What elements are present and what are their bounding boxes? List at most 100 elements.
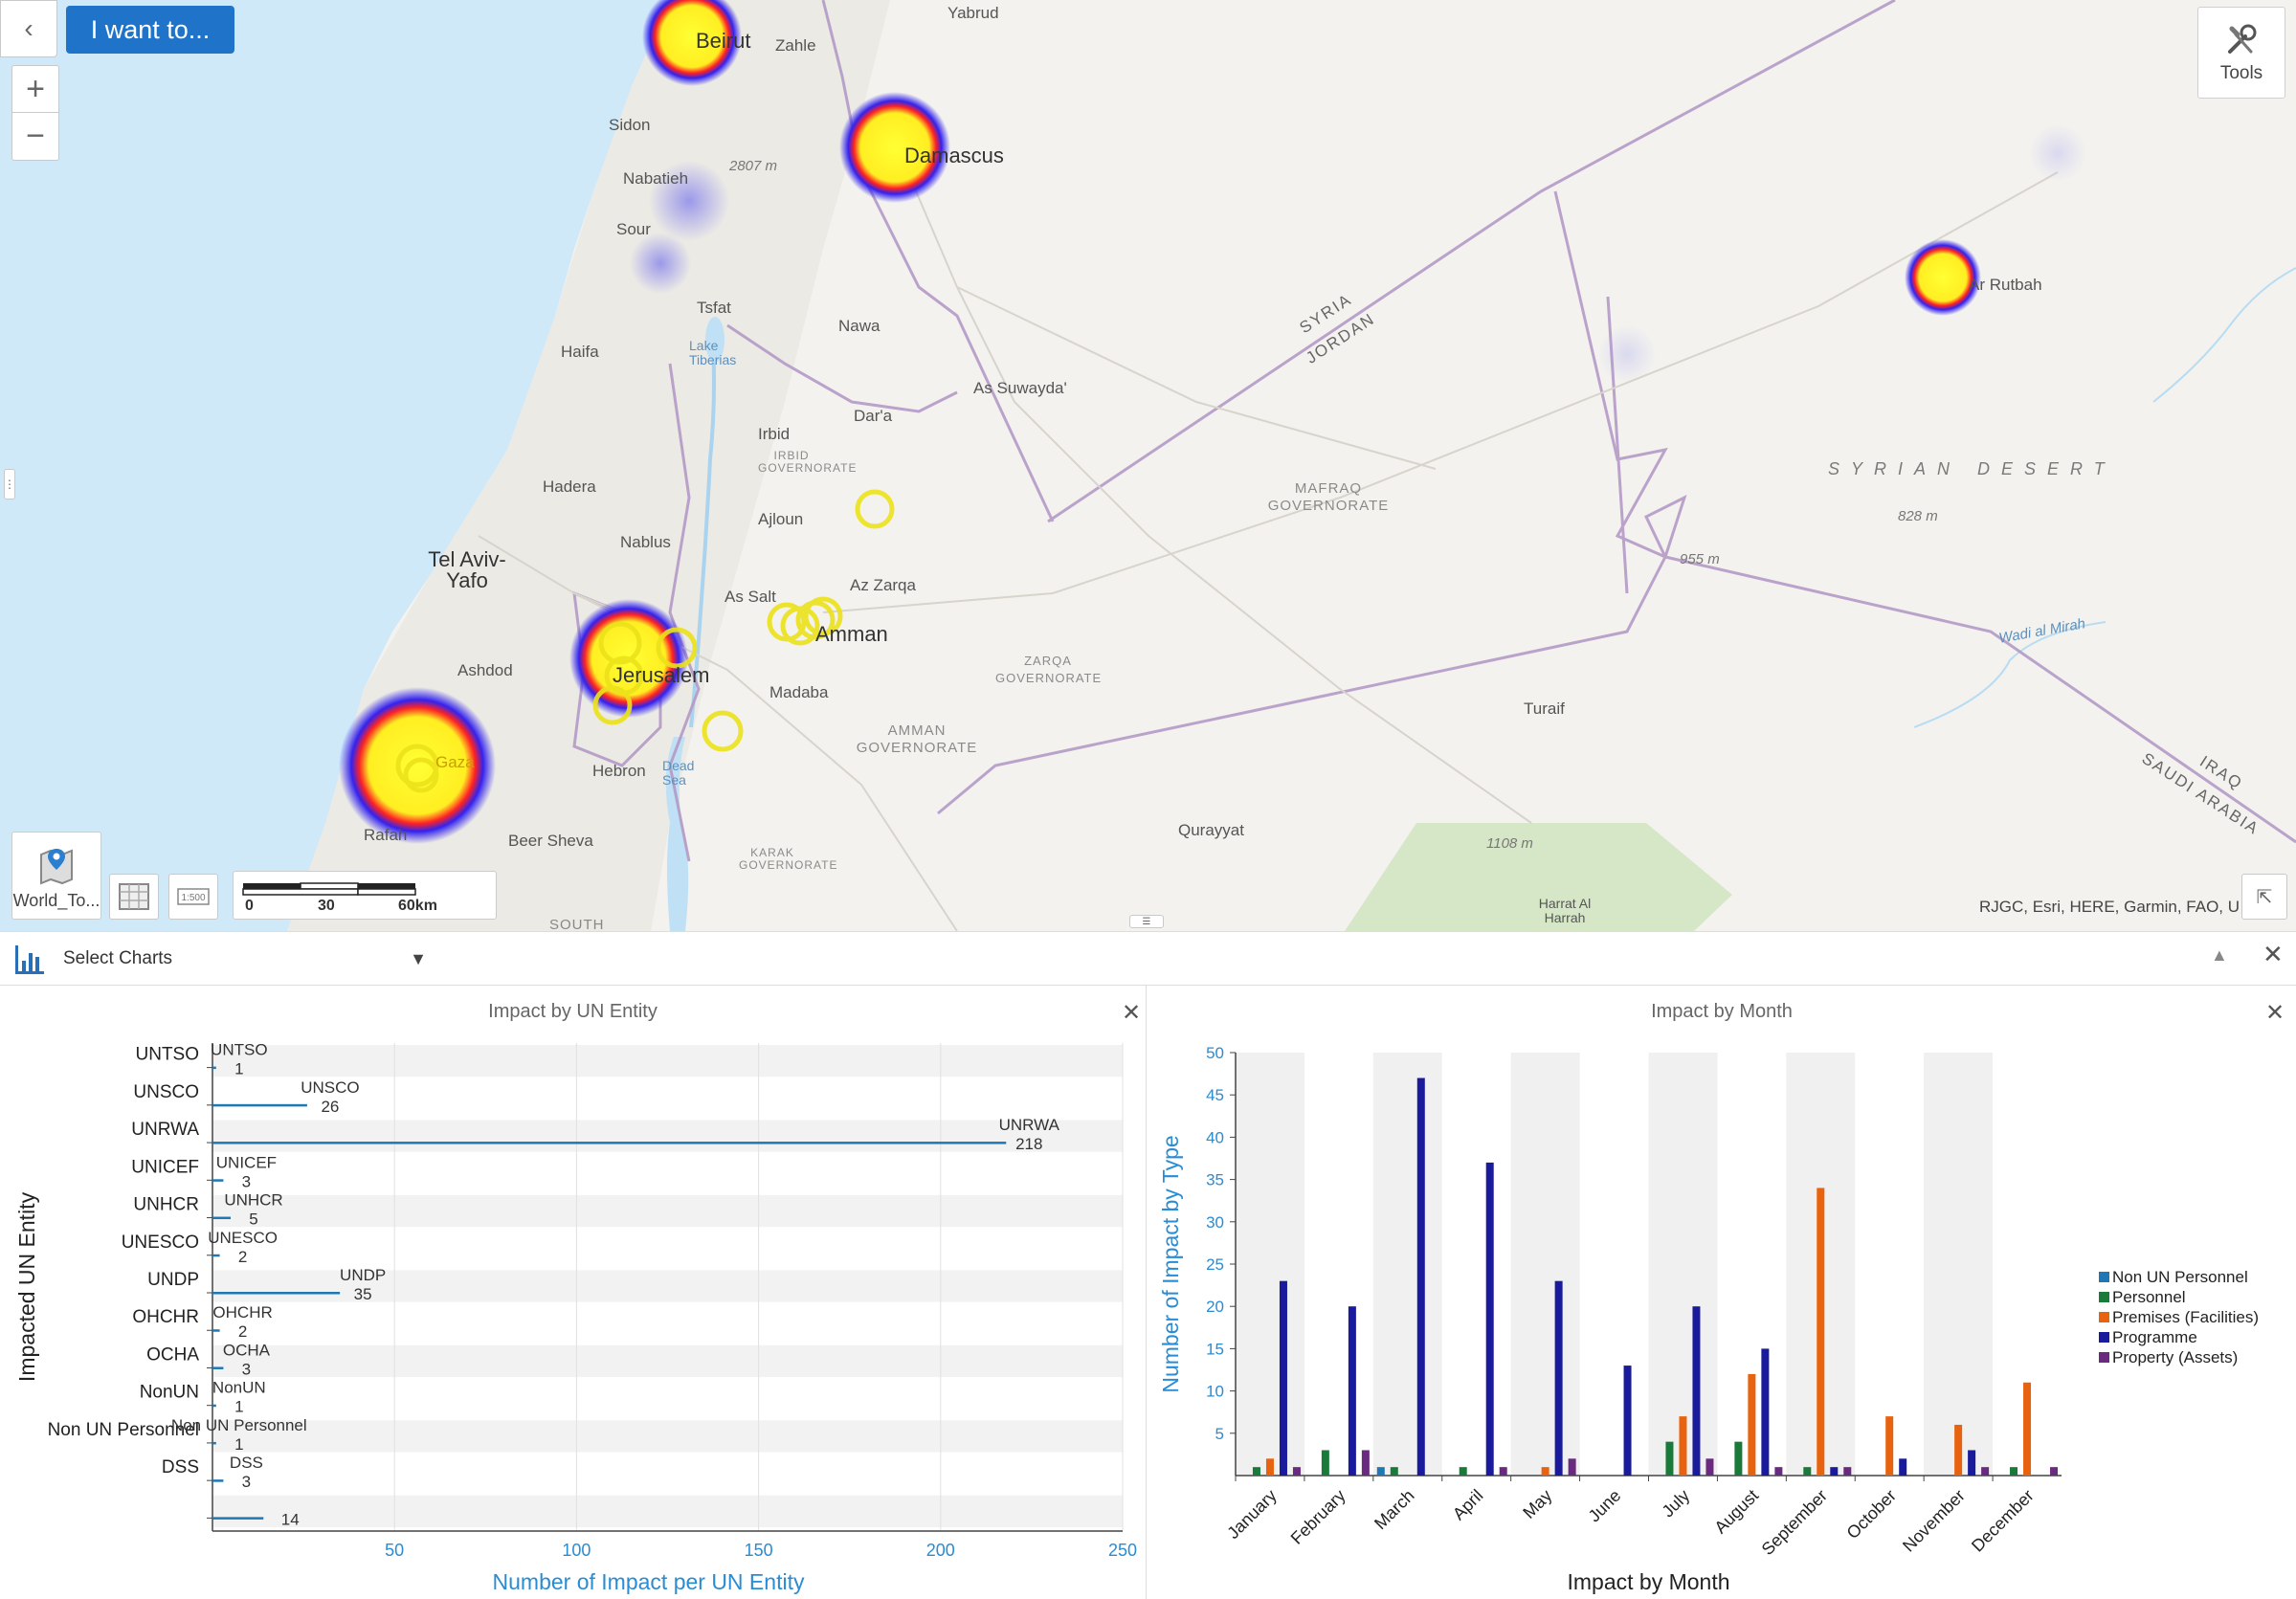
close-chart-button[interactable]: ✕ xyxy=(2265,1000,2285,1026)
place-label: Madaba xyxy=(769,683,829,701)
basemap-label: World_To... xyxy=(12,891,100,910)
bar-premises-facilities- xyxy=(1748,1373,1756,1476)
place-label: Zahle xyxy=(775,36,816,55)
map-attribution: RJGC, Esri, HERE, Garmin, FAO, U xyxy=(1979,898,2240,916)
bar-premises-facilities- xyxy=(1885,1416,1894,1476)
place-label: As Suwayda' xyxy=(973,379,1067,397)
elevation-label: 2807 m xyxy=(729,158,778,174)
bar-property-assets- xyxy=(2050,1467,2059,1476)
select-charts-label: Select Charts xyxy=(63,948,173,968)
bar-personnel xyxy=(2010,1467,2018,1476)
bar-personnel xyxy=(1803,1467,1812,1476)
select-charts-dropdown[interactable]: Select Charts ▼ xyxy=(63,942,427,976)
bar-programme xyxy=(1279,1280,1287,1476)
overview-map-button[interactable] xyxy=(109,874,159,920)
map-view[interactable]: Beirut Zahle Yabrud Damascus Sidon Nabat… xyxy=(0,0,2296,931)
bar-premises-facilities- xyxy=(1679,1416,1687,1476)
minus-icon: − xyxy=(26,118,45,154)
data-label-value: 1 xyxy=(234,1398,243,1416)
bar-property-assets- xyxy=(1705,1458,1714,1476)
x-tick-label: October xyxy=(1843,1486,1900,1543)
y-tick-label: UNHCR xyxy=(133,1195,199,1215)
elevation-label: 1108 m xyxy=(1486,835,1533,852)
bar-property-assets- xyxy=(1981,1467,1990,1476)
bar-programme xyxy=(1623,1366,1632,1476)
x-tick-label: 250 xyxy=(1108,1541,1137,1560)
row-band xyxy=(212,1420,1123,1453)
bar-programme xyxy=(1348,1306,1356,1476)
data-label-value: 218 xyxy=(1015,1135,1042,1153)
legend-swatch xyxy=(2099,1312,2109,1322)
close-chart-button[interactable]: ✕ xyxy=(1122,1000,1142,1026)
data-label-name: UNDP xyxy=(340,1266,386,1284)
data-label-value: 3 xyxy=(242,1172,251,1190)
place-label: Tel Aviv-Yafo xyxy=(428,547,506,592)
basemap-switcher[interactable]: World_To... xyxy=(11,832,101,920)
i-want-to-button[interactable]: I want to... xyxy=(66,6,234,54)
place-label: Hebron xyxy=(592,762,646,780)
side-panel-handle[interactable]: ⋮ xyxy=(4,469,15,500)
place-label: Ashdod xyxy=(457,661,513,679)
legend-label: Programme xyxy=(2112,1328,2197,1346)
bar xyxy=(212,1292,341,1295)
tools-button[interactable]: Tools xyxy=(2197,7,2285,99)
data-label-name: OHCHR xyxy=(212,1303,272,1321)
scale-icon: 1:500 xyxy=(177,888,210,905)
chart-panel-month: Impact by Month ✕ 5 10 15 20 25 30 35 40 45 50 Jan… xyxy=(1148,986,2296,1599)
y-tick-label: 50 xyxy=(1206,1044,1224,1062)
bar-property-assets- xyxy=(1843,1467,1852,1476)
grip-icon: ⋮ xyxy=(4,477,15,491)
bar-chart-icon xyxy=(15,945,44,974)
bar-property-assets- xyxy=(1361,1450,1370,1476)
bar-programme xyxy=(1416,1077,1425,1476)
bar-property-assets- xyxy=(1499,1467,1507,1476)
x-tick-label: 200 xyxy=(926,1541,955,1560)
bar-programme xyxy=(1554,1280,1563,1476)
data-label-value: 3 xyxy=(242,1473,251,1491)
row-band xyxy=(212,1045,1123,1077)
collapse-panel-button[interactable]: ▲ xyxy=(2211,945,2228,965)
y-axis-title: Number of Impact by Type xyxy=(1158,1135,1183,1392)
data-label-name: Non UN Personnel xyxy=(171,1416,307,1434)
x-tick-label: May xyxy=(1519,1486,1555,1522)
back-button[interactable]: ‹ xyxy=(0,0,57,57)
map-pin-icon xyxy=(40,849,73,885)
bar-programme xyxy=(1830,1467,1839,1476)
region-label: KARAK GOVERNORATE xyxy=(739,846,838,872)
scale-input-button[interactable]: 1:500 xyxy=(168,874,218,920)
zoom-in-button[interactable]: + xyxy=(11,65,59,113)
place-label: Ajloun xyxy=(758,510,804,528)
bar xyxy=(212,1066,216,1070)
y-tick-label: OHCHR xyxy=(132,1307,199,1327)
place-label: Sidon xyxy=(609,116,651,134)
column-band xyxy=(1924,1053,1994,1476)
place-label: Sour xyxy=(616,220,651,238)
x-tick-label: February xyxy=(1287,1486,1349,1548)
desert-label: SYRIAN DESERT xyxy=(1828,459,2116,478)
row-band xyxy=(212,1344,1123,1378)
legend-label: Personnel xyxy=(2112,1288,2186,1306)
row-band xyxy=(212,1495,1123,1527)
bar-personnel xyxy=(1321,1450,1329,1476)
place-label: Az Zarqa xyxy=(850,576,916,594)
bar xyxy=(212,1404,216,1408)
bar-premises-facilities- xyxy=(1954,1424,1963,1476)
bar xyxy=(212,1216,232,1220)
collapse-map-button[interactable]: ⇱ xyxy=(2241,874,2287,920)
x-axis-title: Number of Impact per UN Entity xyxy=(493,1569,805,1594)
legend-label: Property (Assets) xyxy=(2112,1348,2238,1366)
place-label: Qurayyat xyxy=(1178,821,1244,839)
legend-swatch xyxy=(2099,1292,2109,1302)
x-tick-label: March xyxy=(1371,1486,1418,1534)
scale-bar-graphic xyxy=(242,882,416,896)
grip-horizontal-icon: ☰ xyxy=(1142,916,1151,927)
data-label-value: 26 xyxy=(321,1098,339,1116)
panel-resize-handle[interactable]: ☰ xyxy=(1129,915,1164,928)
place-label: Nawa xyxy=(838,317,881,335)
bar-programme xyxy=(1692,1306,1701,1476)
legend-swatch xyxy=(2099,1272,2109,1282)
place-label: Tsfat xyxy=(697,299,731,317)
close-panel-button[interactable]: ✕ xyxy=(2263,940,2284,968)
zoom-out-button[interactable]: − xyxy=(11,113,59,161)
x-tick-label: November xyxy=(1899,1486,1969,1556)
